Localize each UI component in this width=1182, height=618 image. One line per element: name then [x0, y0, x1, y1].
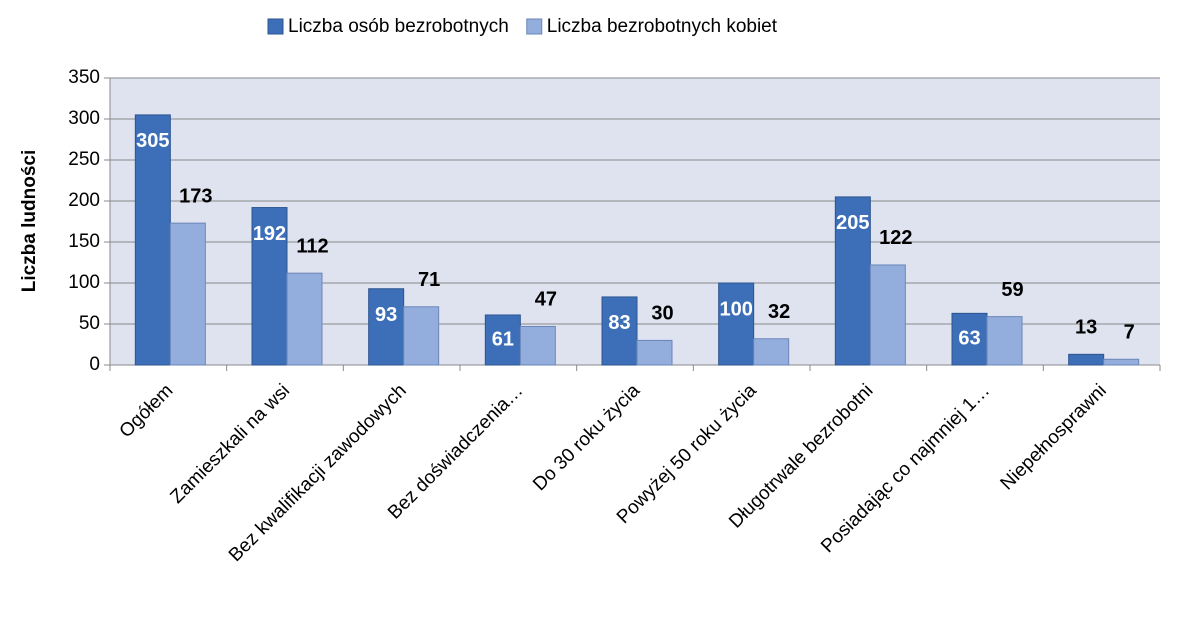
data-label: 305	[136, 130, 169, 152]
data-label: 112	[296, 235, 328, 257]
data-label: 173	[179, 185, 212, 207]
data-label: 83	[608, 312, 630, 334]
data-label: 93	[375, 304, 397, 326]
data-label: 122	[879, 227, 912, 249]
y-tick-label: 350	[68, 67, 100, 88]
data-label: 59	[1001, 279, 1023, 301]
data-label: 192	[253, 223, 286, 245]
bar	[169, 222, 206, 366]
data-label: 47	[535, 289, 557, 311]
bar	[951, 312, 988, 366]
bar	[834, 196, 871, 366]
bar	[986, 316, 1023, 366]
bar	[636, 339, 673, 366]
data-label: 30	[651, 303, 673, 325]
legend-label: Liczba osób bezrobotnych	[288, 16, 509, 37]
bar	[1068, 353, 1105, 366]
data-label: 63	[958, 327, 980, 349]
bar	[519, 325, 556, 366]
data-label: 32	[768, 301, 790, 323]
bar	[753, 338, 790, 366]
y-tick-label: 300	[68, 108, 100, 129]
bar	[251, 207, 288, 366]
x-tick-label: Do 30 roku życia	[529, 380, 644, 495]
y-tick-label: 100	[68, 272, 100, 293]
bar	[869, 264, 906, 366]
data-label: 61	[492, 328, 514, 350]
bar	[286, 272, 323, 366]
y-axis-title: Liczba ludności	[19, 150, 40, 293]
data-label: 13	[1075, 317, 1097, 339]
legend-swatch	[526, 18, 543, 35]
data-label: 7	[1124, 322, 1135, 344]
bar	[718, 282, 755, 366]
bar	[134, 114, 171, 366]
bar	[403, 306, 440, 366]
y-tick-label: 200	[68, 190, 100, 211]
data-label: 205	[836, 212, 869, 234]
x-tick-label: Bez doświadczenia…	[384, 380, 527, 523]
data-label: 71	[418, 269, 440, 291]
bar	[1103, 358, 1140, 366]
legend-swatch	[267, 18, 284, 35]
bar	[601, 296, 638, 366]
x-tick-label: Ogółem	[116, 380, 178, 442]
y-tick-label: 250	[68, 149, 100, 170]
legend-label: Liczba bezrobotnych kobiet	[547, 16, 778, 37]
y-tick-label: 50	[79, 313, 100, 334]
bar	[484, 314, 521, 366]
y-tick-label: 0	[89, 354, 100, 375]
x-tick-label: Zamieszkali na wsi	[166, 380, 294, 508]
bar	[368, 288, 405, 366]
y-tick-label: 150	[68, 231, 100, 252]
data-label: 100	[719, 298, 752, 320]
x-tick-label: Niepełnosprawni	[997, 380, 1111, 494]
